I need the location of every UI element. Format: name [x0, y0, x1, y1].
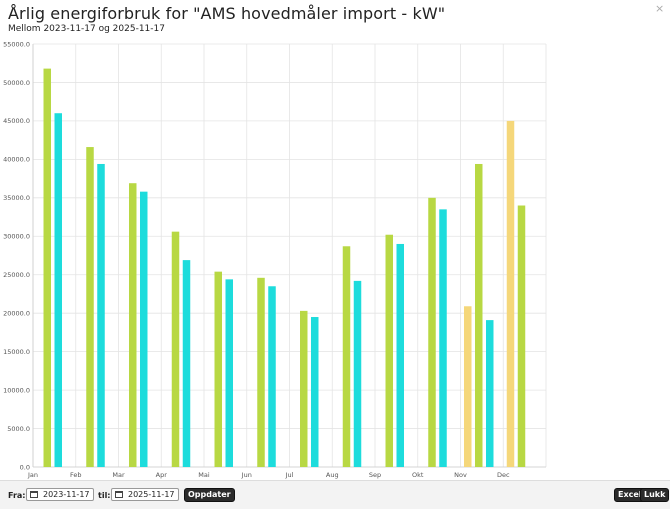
- bar: [506, 120, 515, 467]
- y-tick-label: 50000.0: [3, 79, 30, 87]
- y-tick-label: 5000.0: [7, 425, 30, 433]
- update-button[interactable]: Oppdater: [184, 488, 235, 502]
- x-tick-label: Mar: [112, 471, 125, 479]
- bar: [475, 163, 483, 467]
- bar: [464, 306, 472, 467]
- bar: [342, 246, 351, 467]
- close-icon[interactable]: ×: [655, 2, 665, 15]
- y-tick-label: 25000.0: [3, 271, 30, 279]
- bar: [385, 234, 393, 467]
- y-tick-label: 0.0: [20, 463, 30, 471]
- y-tick-label: 10000.0: [3, 386, 30, 394]
- energy-bar-chart: 0.0 5000.0 10000.0 15000.0 20000.0 25000.0 300…: [3, 40, 547, 479]
- from-date-field[interactable]: 2023-11-17: [26, 488, 94, 501]
- bar: [300, 310, 308, 467]
- x-tick-label: Jun: [241, 471, 252, 479]
- dialog-title: Årlig energiforbruk for "AMS hovedmåler …: [8, 4, 446, 23]
- bar: [439, 209, 447, 467]
- bar: [486, 320, 494, 467]
- x-tick-label: Aug: [326, 471, 339, 479]
- x-tick-label: Jul: [285, 471, 294, 479]
- y-tick-label: 30000.0: [3, 233, 30, 241]
- bar: [182, 260, 191, 467]
- y-tick-label: 35000.0: [3, 194, 30, 202]
- bar: [428, 197, 436, 467]
- bar: [54, 113, 62, 467]
- bar: [140, 191, 148, 467]
- bar: [225, 279, 233, 467]
- y-tick-label: 45000.0: [3, 117, 30, 125]
- bar: [517, 205, 526, 467]
- calendar-icon: [115, 491, 123, 498]
- bar: [396, 243, 404, 467]
- bar: [311, 317, 319, 467]
- x-tick-label: Mai: [198, 471, 210, 479]
- dialog-footer: Fra: 2023-11-17 til: 2025-11-17 Oppdater…: [0, 480, 670, 509]
- bar: [43, 68, 51, 468]
- bar: [129, 183, 137, 468]
- x-tick-label: Feb: [70, 471, 82, 479]
- x-tick-label: Sep: [369, 471, 381, 479]
- y-tick-label: 20000.0: [3, 309, 30, 317]
- to-date-value: 2025-11-17: [128, 490, 175, 499]
- x-tick-label: Apr: [156, 471, 168, 479]
- y-tick-label: 55000.0: [3, 40, 30, 48]
- bar: [268, 286, 276, 467]
- y-tick-label: 15000.0: [3, 348, 30, 356]
- x-tick-label: Jan: [27, 471, 38, 479]
- from-date-value: 2023-11-17: [43, 490, 90, 499]
- close-button[interactable]: Lukk: [640, 488, 670, 502]
- x-tick-label: Okt: [412, 471, 424, 479]
- from-label: Fra:: [8, 491, 26, 500]
- bar: [97, 163, 105, 467]
- bar: [214, 271, 222, 467]
- calendar-icon: [30, 491, 38, 498]
- x-tick-label: Dec: [497, 471, 510, 479]
- dialog-subtitle: Mellom 2023-11-17 og 2025-11-17: [8, 24, 165, 34]
- to-date-field[interactable]: 2025-11-17: [111, 488, 179, 501]
- x-tick-label: Nov: [454, 471, 467, 479]
- bar: [171, 231, 180, 467]
- bar: [86, 147, 94, 468]
- y-tick-label: 40000.0: [3, 156, 30, 164]
- to-label: til:: [98, 491, 111, 500]
- bar: [257, 277, 265, 467]
- bar: [353, 280, 362, 467]
